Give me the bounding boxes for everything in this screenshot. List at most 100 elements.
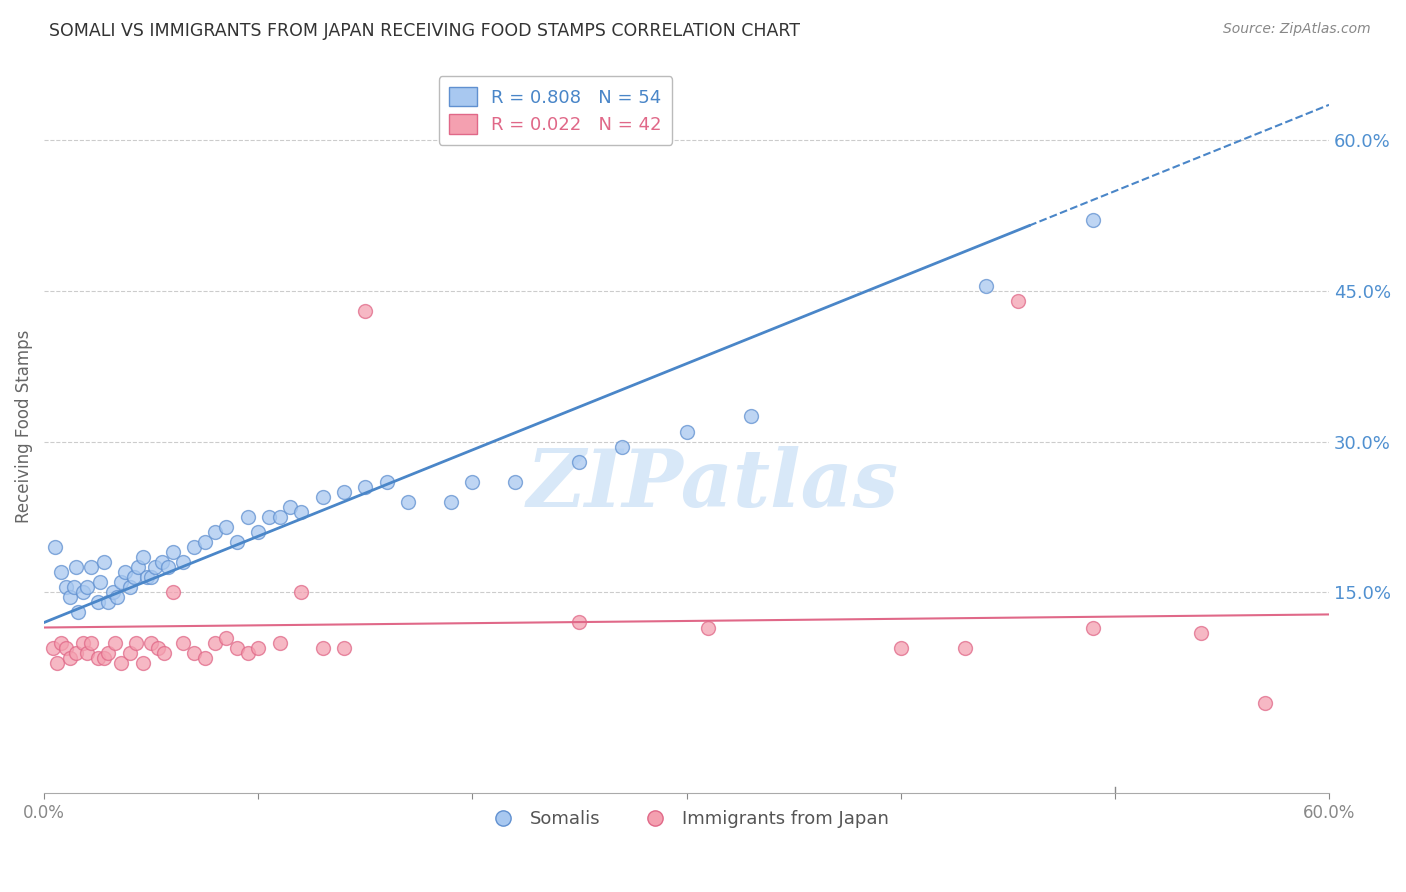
Point xyxy=(146,640,169,655)
Point xyxy=(976,278,998,293)
Point xyxy=(247,524,270,539)
Point xyxy=(122,570,145,584)
Point xyxy=(67,606,90,620)
Point xyxy=(333,484,356,499)
Point xyxy=(65,560,87,574)
Point xyxy=(953,640,976,655)
Point xyxy=(290,505,312,519)
Point xyxy=(97,646,120,660)
Point xyxy=(65,646,87,660)
Point xyxy=(194,535,217,549)
Point xyxy=(269,510,291,524)
Text: Source: ZipAtlas.com: Source: ZipAtlas.com xyxy=(1223,22,1371,37)
Point xyxy=(131,656,153,670)
Point xyxy=(101,585,124,599)
Point xyxy=(141,635,163,649)
Point xyxy=(194,650,217,665)
Point xyxy=(290,585,312,599)
Point xyxy=(127,560,149,574)
Point xyxy=(55,640,77,655)
Point xyxy=(503,475,526,489)
Point xyxy=(236,510,259,524)
Point xyxy=(157,560,180,574)
Point xyxy=(97,595,120,609)
Point xyxy=(333,640,356,655)
Point xyxy=(110,575,132,590)
Point xyxy=(162,545,184,559)
Point xyxy=(86,595,108,609)
Point xyxy=(568,615,591,630)
Y-axis label: Receiving Food Stamps: Receiving Food Stamps xyxy=(15,330,32,524)
Point xyxy=(375,475,398,489)
Point xyxy=(311,640,333,655)
Point xyxy=(1007,293,1029,308)
Point xyxy=(76,646,98,660)
Point xyxy=(93,650,115,665)
Point xyxy=(1254,696,1277,710)
Point xyxy=(1189,625,1212,640)
Point xyxy=(162,585,184,599)
Point xyxy=(204,635,226,649)
Point xyxy=(172,555,194,569)
Point xyxy=(76,580,98,594)
Point xyxy=(80,560,103,574)
Point xyxy=(440,495,463,509)
Point xyxy=(568,455,591,469)
Point xyxy=(269,635,291,649)
Point xyxy=(51,566,73,580)
Point xyxy=(118,580,141,594)
Point xyxy=(41,640,63,655)
Point xyxy=(110,656,132,670)
Text: SOMALI VS IMMIGRANTS FROM JAPAN RECEIVING FOOD STAMPS CORRELATION CHART: SOMALI VS IMMIGRANTS FROM JAPAN RECEIVIN… xyxy=(49,22,800,40)
Point xyxy=(396,495,419,509)
Point xyxy=(215,520,238,534)
Point xyxy=(125,635,148,649)
Point xyxy=(145,560,167,574)
Point xyxy=(114,566,136,580)
Point xyxy=(46,656,69,670)
Point xyxy=(153,646,176,660)
Point xyxy=(204,524,226,539)
Point xyxy=(236,646,259,660)
Point xyxy=(740,409,762,424)
Text: ZIPatlas: ZIPatlas xyxy=(526,446,898,524)
Point xyxy=(89,575,111,590)
Point xyxy=(225,535,247,549)
Point xyxy=(59,591,82,605)
Point xyxy=(311,490,333,504)
Point xyxy=(131,550,153,565)
Point xyxy=(697,620,720,634)
Point xyxy=(86,650,108,665)
Point xyxy=(80,635,103,649)
Point xyxy=(59,650,82,665)
Point xyxy=(63,580,86,594)
Point xyxy=(44,540,66,554)
Point xyxy=(215,631,238,645)
Point xyxy=(135,570,157,584)
Point xyxy=(51,635,73,649)
Point xyxy=(183,540,205,554)
Point xyxy=(105,591,128,605)
Point xyxy=(1083,620,1105,634)
Point xyxy=(141,570,163,584)
Point xyxy=(150,555,173,569)
Point xyxy=(172,635,194,649)
Point xyxy=(118,646,141,660)
Point xyxy=(461,475,484,489)
Point xyxy=(890,640,912,655)
Legend: Somalis, Immigrants from Japan: Somalis, Immigrants from Japan xyxy=(478,803,896,836)
Point xyxy=(225,640,247,655)
Point xyxy=(183,646,205,660)
Point xyxy=(55,580,77,594)
Point xyxy=(354,480,377,494)
Point xyxy=(612,440,634,454)
Point xyxy=(93,555,115,569)
Point xyxy=(1083,213,1105,227)
Point xyxy=(257,510,280,524)
Point xyxy=(104,635,127,649)
Point xyxy=(247,640,270,655)
Point xyxy=(72,635,94,649)
Point xyxy=(354,304,377,318)
Point xyxy=(72,585,94,599)
Point xyxy=(675,425,697,439)
